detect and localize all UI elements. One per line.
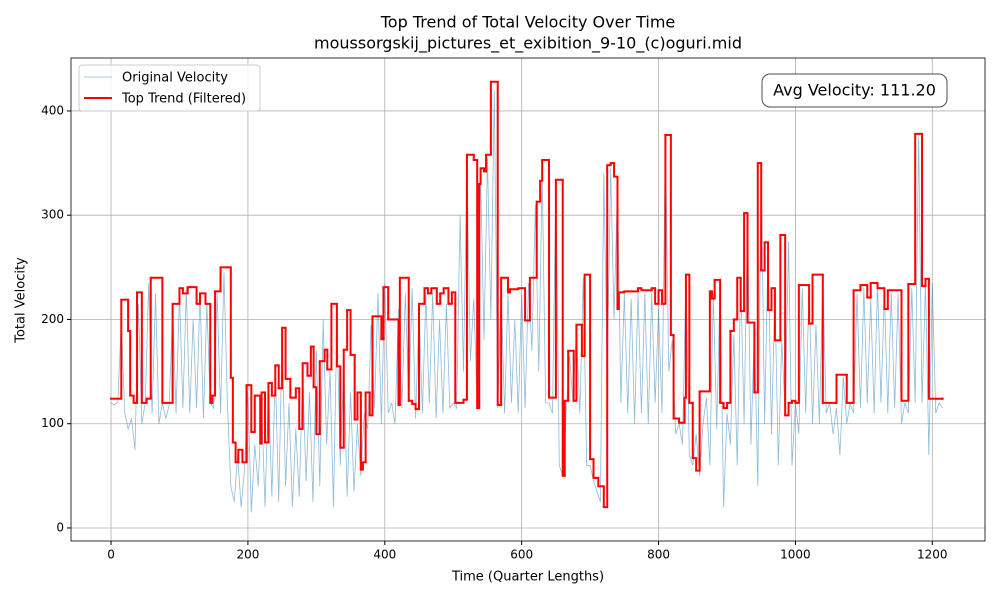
y-tick-label: 0 — [56, 520, 64, 534]
legend-label: Original Velocity — [122, 71, 228, 86]
x-axis-label: Time (Quarter Lengths) — [451, 570, 604, 585]
y-tick-label: 300 — [41, 208, 64, 222]
series-line — [110, 90, 943, 513]
plot-area — [110, 80, 944, 513]
y-tick-label: 200 — [41, 312, 64, 326]
x-tick-label: 400 — [373, 548, 396, 562]
chart-subtitle: moussorgskij_pictures_et_exibition_9-10_… — [314, 34, 742, 54]
x-tick-label: 200 — [236, 548, 259, 562]
chart-title: Top Trend of Total Velocity Over Time — [380, 13, 676, 32]
legend-box — [78, 64, 261, 112]
y-tick-label: 400 — [41, 103, 64, 117]
y-tick-label: 100 — [41, 416, 64, 430]
legend-label: Top Trend (Filtered) — [121, 92, 246, 107]
y-axis-label: Total Velocity — [14, 257, 29, 344]
axes-frame — [70, 57, 986, 542]
x-tick-label: 800 — [647, 548, 670, 562]
x-tick-label: 600 — [510, 548, 533, 562]
annotation: Avg Velocity: 111.20 — [773, 81, 936, 100]
x-tick-label: 1000 — [780, 548, 811, 562]
step-riser — [120, 81, 930, 508]
x-tick-label: 1200 — [917, 548, 948, 562]
annotation-box — [761, 73, 948, 108]
x-tick-label: 0 — [107, 548, 115, 562]
